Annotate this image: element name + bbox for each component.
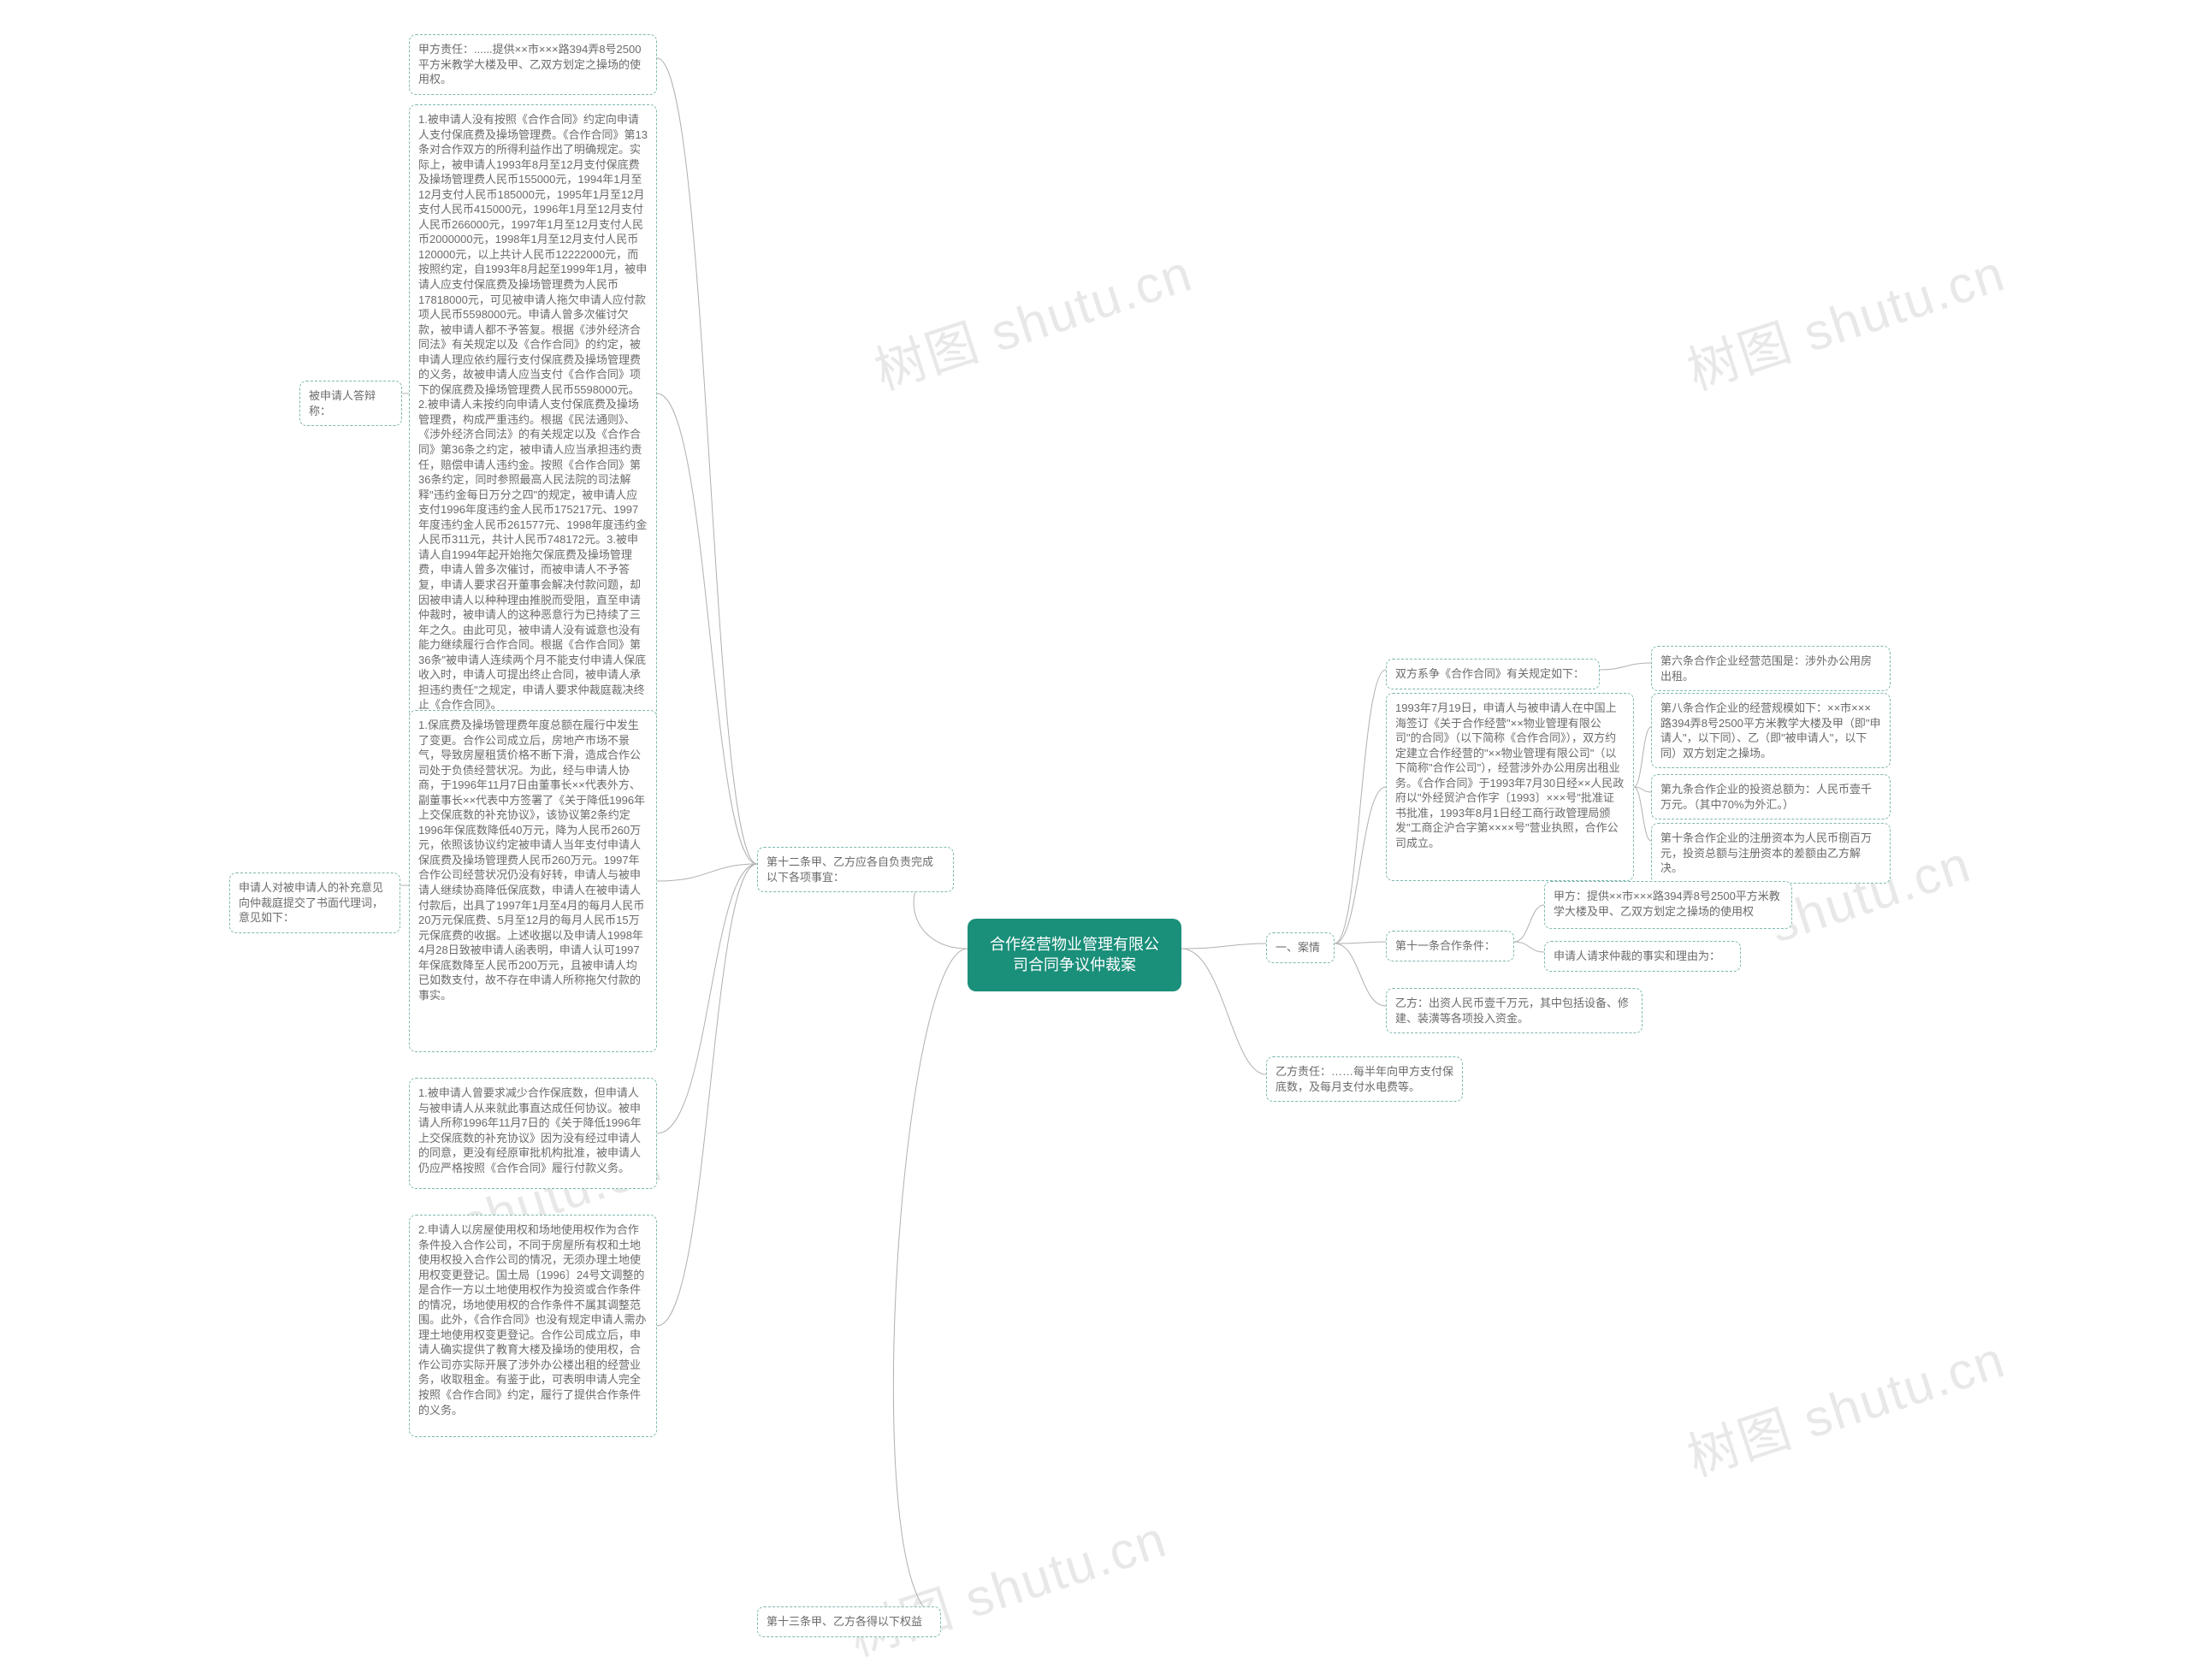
node-article-6: 第六条合作企业经营范围是：涉外办公用房出租。 [1651,646,1891,691]
node-party-a-duty: 甲方责任：......提供××市×××路394弄8号2500平方米教学大楼及甲、… [409,34,657,95]
node-case-heading: 一、案情 [1266,932,1335,963]
mindmap-canvas: shutu.cn树图 shutu.cn树图 shutu.cnshutu.cnsh… [0,0,2190,1680]
node-supplement-point-1: 1.被申请人曾要求减少合作保底数，但申请人与被申请人从来就此事直达成任何协议。被… [409,1078,657,1189]
node-applicant-supplement-body: 1.保底费及操场管理费年度总额在履行中发生了变更。合作公司成立后，房地产市场不景… [409,710,657,1052]
watermark: 树图 shutu.cn [838,1498,1175,1671]
node-respondent-reply-body: 1.被申请人没有按照《合作合同》约定向申请人支付保底费及操场管理费。《合作合同》… [409,104,657,720]
node-article-11-jia: 甲方：提供××市×××路394弄8号2500平方米教学大楼及甲、乙双方划定之操场… [1544,881,1792,929]
node-applicant-supplement-label: 申请人对被申请人的补充意见向仲裁庭提交了书面代理词，意见如下： [229,873,400,933]
node-article-11-claim: 申请人请求仲裁的事实和理由为： [1544,941,1741,972]
node-article-11: 第十一条合作条件： [1386,931,1514,961]
node-contract-label: 双方系争《合作合同》有关规定如下： [1386,659,1600,689]
watermark: 树图 shutu.cn [864,232,1201,405]
node-supplement-point-2: 2.申请人以房屋使用权和场地使用权作为合作条件投入合作公司，不同于房屋所有权和土… [409,1215,657,1437]
node-case-intro: 1993年7月19日，申请人与被申请人在中国上海签订《关于合作经营"××物业管理… [1386,693,1634,881]
node-article-10: 第十条合作企业的注册资本为人民币捌百万元，投资总额与注册资本的差额由乙方解决。 [1651,823,1891,884]
watermark: 树图 shutu.cn [1677,232,2014,405]
node-article-8: 第八条合作企业的经营规模如下：××市×××路394弄8号2500平方米教学大楼及… [1651,693,1891,768]
node-article-11-yi: 乙方：出资人民币壹千万元，其中包括设备、修建、装潢等各项投入资金。 [1386,988,1642,1033]
center-node: 合作经营物业管理有限公 司合同争议仲裁案 [968,919,1181,991]
watermark: 树图 shutu.cn [1677,1318,2014,1491]
node-party-b-duty: 乙方责任：……每半年向甲方支付保底数，及每月支付水电费等。 [1266,1056,1463,1102]
node-article-9: 第九条合作企业的投资总额为：人民币壹千万元。（其中70%为外汇。） [1651,774,1891,819]
node-article-12: 第十二条甲、乙方应各自负责完成 以下各项事宜： [757,847,954,892]
node-respondent-reply-label: 被申请人答辩称： [299,381,402,426]
node-article-13: 第十三条甲、乙方各得以下权益 [757,1606,941,1637]
